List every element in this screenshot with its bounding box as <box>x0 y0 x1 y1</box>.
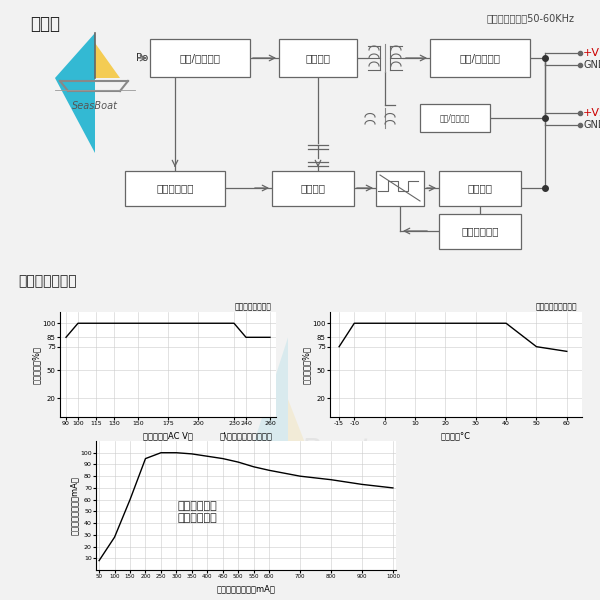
Bar <box>430 39 530 77</box>
Bar <box>439 214 521 248</box>
Title: 主\辅电路负载关系曲线: 主\辅电路负载关系曲线 <box>220 431 272 440</box>
Text: 过载保护电路: 过载保护电路 <box>156 183 194 193</box>
Y-axis label: 负载电流（%）: 负载电流（%） <box>302 346 311 383</box>
Text: 控制电路: 控制电路 <box>301 183 325 193</box>
Polygon shape <box>228 337 288 523</box>
Text: 整流/滤波电路: 整流/滤波电路 <box>460 53 500 63</box>
Text: 环境温度化减额曲线: 环境温度化减额曲线 <box>535 302 577 311</box>
Bar <box>420 104 490 132</box>
Bar <box>439 170 521 205</box>
Text: SeasBoat: SeasBoat <box>72 101 118 111</box>
Text: 输入电压降额曲线: 输入电压降额曲线 <box>235 302 272 311</box>
Text: GND: GND <box>583 60 600 70</box>
Text: 棆测电路: 棆测电路 <box>467 183 493 193</box>
Text: +V1: +V1 <box>583 48 600 58</box>
Bar <box>376 170 424 205</box>
Bar <box>279 39 357 77</box>
Bar <box>150 39 250 77</box>
Bar <box>125 170 225 205</box>
X-axis label: 主电路负载电流（mA）: 主电路负载电流（mA） <box>217 585 275 594</box>
Text: Po: Po <box>136 53 148 63</box>
Polygon shape <box>288 399 336 523</box>
Text: SeasBoat: SeasBoat <box>229 437 371 466</box>
Polygon shape <box>95 43 120 78</box>
X-axis label: 输入电压（AC V）: 输入电压（AC V） <box>143 432 193 441</box>
Text: 整流/滤波电路: 整流/滤波电路 <box>179 53 221 63</box>
Text: 开关工作频率：50-60KHz: 开关工作频率：50-60KHz <box>487 13 575 23</box>
Text: 全电压效率曲线: 全电压效率曲线 <box>18 274 77 289</box>
Text: 整流/滤波电路: 整流/滤波电路 <box>440 113 470 122</box>
Text: 方框图: 方框图 <box>30 15 60 33</box>
Text: 主输出必须有
一定负载功率: 主输出必须有 一定负载功率 <box>177 501 217 523</box>
Text: +V2: +V2 <box>583 108 600 118</box>
Y-axis label: 辅电路负载电流（mA）: 辅电路负载电流（mA） <box>70 476 79 535</box>
Text: 切换电路: 切换电路 <box>305 53 331 63</box>
Y-axis label: 负载电流（%）: 负载电流（%） <box>32 346 41 383</box>
Text: GND: GND <box>583 120 600 130</box>
X-axis label: 环境温度°C: 环境温度°C <box>441 432 471 441</box>
Bar <box>272 170 354 205</box>
Polygon shape <box>55 33 95 153</box>
Text: 电压返馈电路: 电压返馈电路 <box>461 226 499 236</box>
